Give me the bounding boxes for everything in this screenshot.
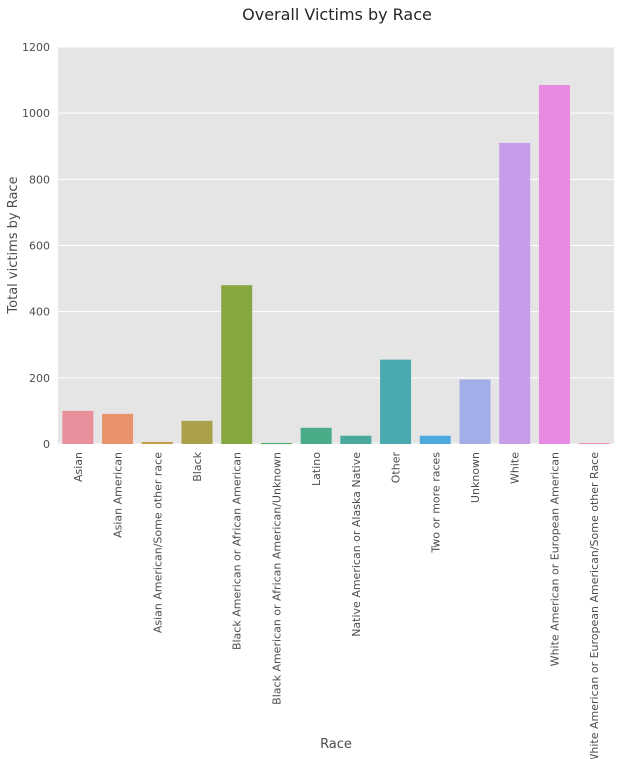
y-tick-label: 200 [29,372,50,385]
bar [62,410,94,444]
x-tick-label: Asian [72,452,85,482]
bar [538,85,570,444]
bar [499,142,531,445]
bar [221,285,253,444]
y-tick-label: 1000 [22,107,50,120]
bar [419,435,451,444]
x-tick-label: Unknown [469,452,482,503]
bars [62,85,610,445]
x-tick-label: White American or European American [548,452,561,666]
x-tick-label: Asian American [112,452,125,538]
bar [102,413,134,444]
x-tick-label: White [509,452,522,484]
bar [300,427,332,444]
y-tick-label: 800 [29,173,50,186]
x-tick-label: White American or European American/Some… [588,452,601,759]
bar [340,435,372,444]
x-tick-label: Black American or African American [231,452,244,650]
bar [260,443,292,444]
x-tick-label: Asian American/Some other race [151,452,164,633]
y-tick-label: 400 [29,306,50,319]
x-tick-label: Black American or African American/Unkno… [270,452,283,705]
x-tick-label: Black [191,451,204,481]
y-tick-label: 1200 [22,41,50,54]
y-tick-label: 0 [43,438,50,451]
y-tick-labels: 0 200 400 600 800 1000 1200 [22,41,50,451]
x-tick-label: Native American or Alaska Native [350,452,363,637]
bar [380,359,412,444]
y-axis-label: Total victims by Race [6,176,21,314]
chart-title: Overall Victims by Race [242,5,432,24]
x-tick-label: Other [390,452,403,484]
x-axis-label: Race [320,737,352,752]
bar [578,443,610,444]
x-tick-label: Latino [310,452,323,486]
y-tick-label: 600 [29,240,50,253]
x-tick-label: Two or more races [429,452,442,554]
x-tick-labels: Asian Asian American Asian American/Some o… [72,451,601,759]
bar [459,379,491,444]
bar [181,420,213,444]
bar [141,442,173,444]
